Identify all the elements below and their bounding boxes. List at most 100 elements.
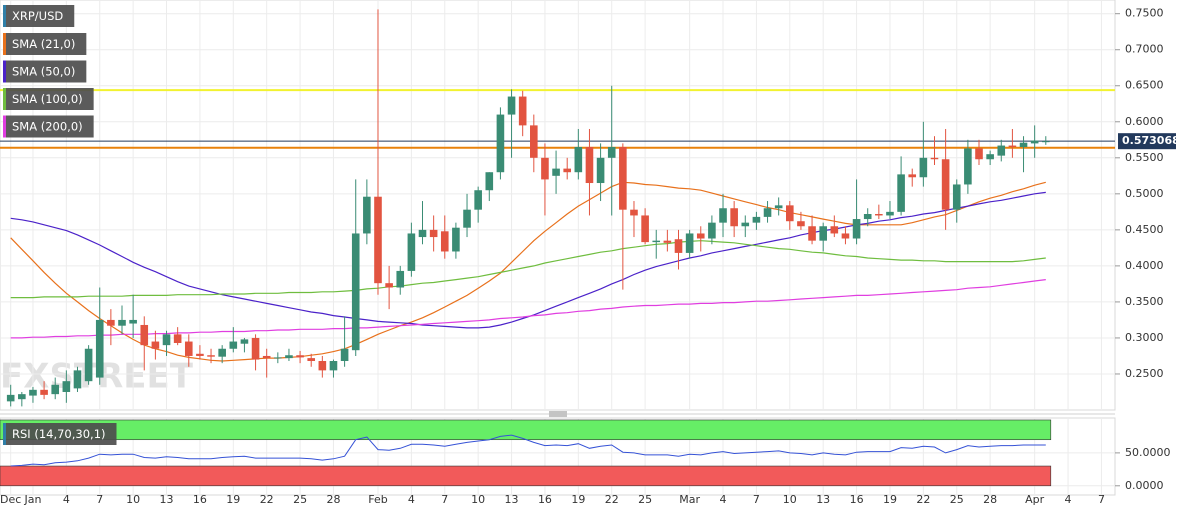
candle-body [118, 319, 126, 326]
rsi-line [10, 434, 1046, 467]
candle-body [18, 394, 26, 400]
candle-body [129, 319, 137, 324]
last-price-label: 0.573068 [1122, 134, 1180, 147]
candle-body [62, 381, 71, 392]
candle-body [530, 125, 538, 158]
candle-body [908, 174, 917, 178]
candle-body [407, 233, 416, 271]
candle-body [418, 229, 427, 238]
candle-body [296, 355, 304, 358]
legend-swatch [3, 88, 6, 110]
candle-body [218, 348, 226, 357]
x-tick-label: 7 [753, 493, 760, 506]
candle-body [563, 168, 571, 173]
x-tick-label: 13 [160, 493, 174, 506]
candle-body [652, 240, 661, 243]
candle-body [440, 231, 449, 252]
x-tick-label: 28 [983, 493, 997, 506]
candle-body [29, 389, 37, 396]
y-tick-label: 50.0000 [1125, 446, 1171, 459]
candle-body [986, 154, 994, 160]
legend-label: SMA (50,0) [12, 65, 75, 79]
legend-label: SMA (100,0) [12, 92, 83, 106]
legend-item: SMA (200,0) [3, 115, 94, 138]
candle-body [285, 355, 293, 359]
candle-body [719, 208, 727, 223]
candle-body [251, 337, 260, 360]
x-tick-label: 4 [63, 493, 70, 506]
candle-body [875, 214, 883, 216]
candle-body [485, 172, 494, 191]
candle-body [630, 209, 638, 216]
legend-item: SMA (50,0) [3, 60, 87, 83]
candle-body [619, 146, 627, 210]
candle-body [274, 357, 282, 359]
candle-body [84, 348, 93, 382]
candle-body [507, 96, 516, 115]
x-tick-label: 16 [193, 493, 207, 506]
candle-body [552, 168, 560, 176]
candle-body [808, 226, 816, 241]
x-tick-label: 19 [571, 493, 585, 506]
candle-body [952, 184, 961, 210]
candle-body [363, 196, 371, 234]
candle-body [107, 319, 115, 326]
candle-body [207, 355, 215, 357]
x-tick-label: 25 [950, 493, 964, 506]
x-tick-label: 16 [850, 493, 864, 506]
legend-label: SMA (21,0) [12, 37, 75, 51]
candle-body [941, 159, 950, 210]
candle-body [919, 157, 928, 178]
x-tick-label: Mar [679, 493, 700, 506]
candle-body [863, 214, 872, 220]
candle-body [797, 221, 805, 227]
candle-body [162, 334, 171, 346]
legend-label: RSI (14,70,30,1) [12, 427, 106, 441]
candle-body [463, 209, 471, 228]
candle-body [452, 227, 460, 252]
legend-item: XRP/USD [3, 5, 75, 27]
x-tick-label: 22 [260, 493, 274, 506]
candle-body [1030, 140, 1039, 144]
y-tick-label: 0.2500 [1125, 367, 1164, 380]
marks [0, 9, 1115, 467]
x-tick-label: 13 [505, 493, 519, 506]
legend-box [3, 88, 94, 110]
candle-body [774, 205, 783, 209]
candle-body [173, 334, 182, 343]
candle-body [964, 148, 972, 185]
legend-item: SMA (21,0) [3, 33, 87, 55]
legend-swatch [3, 5, 6, 27]
candle-body [1041, 141, 1050, 143]
candle-body [674, 239, 683, 253]
x-tick-label: 4 [1065, 493, 1072, 506]
x-tick-label: 7 [96, 493, 103, 506]
x-tick-label: 7 [441, 493, 448, 506]
candle-body [318, 361, 327, 371]
candle-body [830, 226, 839, 234]
y-tick-label: 0.7500 [1125, 7, 1164, 20]
x-tick-label: 28 [326, 493, 340, 506]
candle-body [351, 233, 360, 351]
candle-body [841, 233, 850, 239]
legend-box [3, 5, 75, 27]
candle-body [6, 394, 15, 402]
candle-body [663, 240, 672, 243]
x-tick-label: 10 [783, 493, 797, 506]
candle-body [852, 219, 861, 239]
candle-body [708, 222, 716, 239]
candle-body [396, 270, 405, 288]
sma-line [10, 279, 1046, 339]
x-tick-label: 10 [471, 493, 485, 506]
y-tick-label: 0.7000 [1125, 43, 1164, 56]
candle-body [975, 148, 983, 160]
x-tick-label: 25 [293, 493, 307, 506]
x-tick-label: Feb [368, 493, 387, 506]
legend-label: XRP/USD [12, 9, 63, 23]
legend-item: RSI (14,70,30,1) [3, 423, 117, 445]
candle-body [140, 324, 149, 346]
y-tick-label: 0.0000 [1125, 479, 1164, 492]
candle-body [819, 226, 827, 241]
candle-body [1008, 145, 1017, 147]
legend-item: SMA (100,0) [3, 88, 94, 110]
